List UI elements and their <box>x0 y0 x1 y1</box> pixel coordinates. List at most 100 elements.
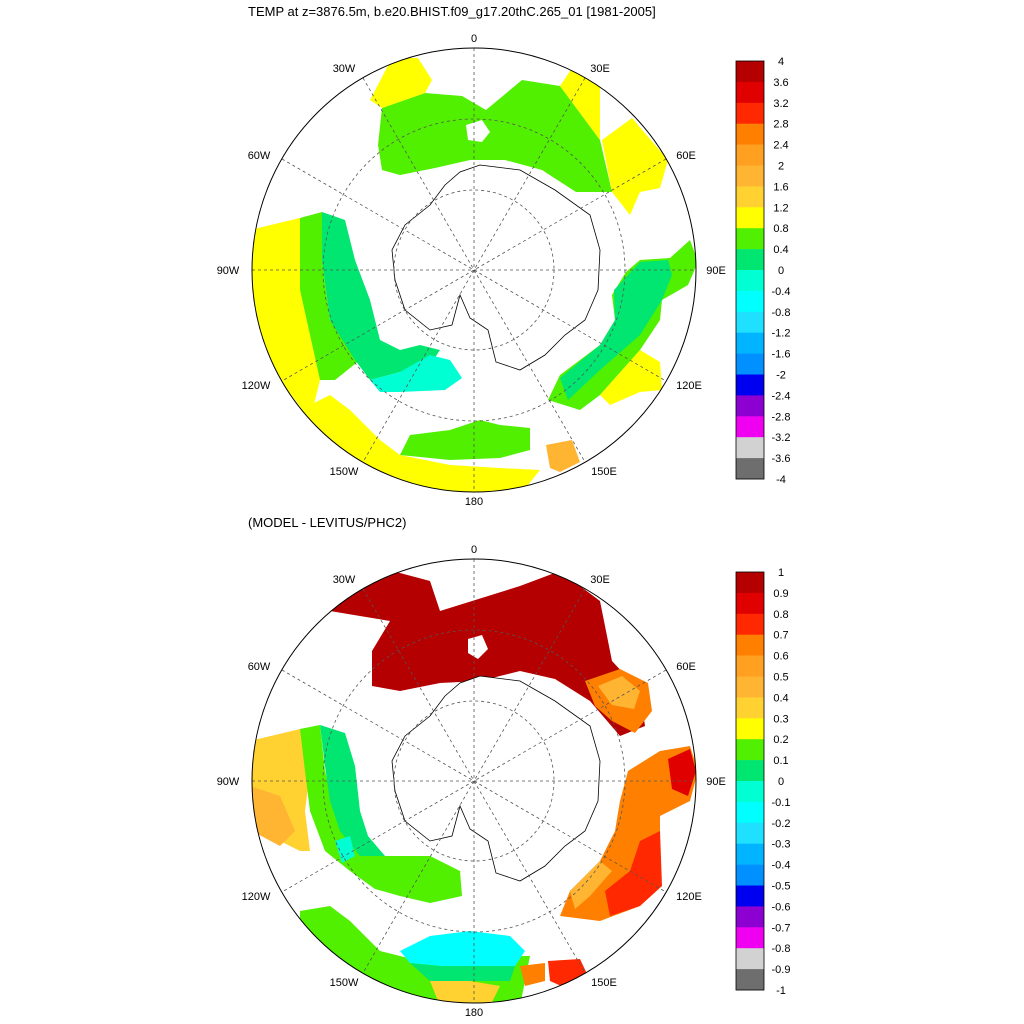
field-region-ross-gold <box>430 981 500 1003</box>
colorbar-swatch <box>736 332 764 354</box>
colorbar-swatch <box>736 843 764 865</box>
graticule <box>252 48 696 492</box>
colorbar-tick-label: -1.6 <box>772 349 791 361</box>
lon-label-120w: 120W <box>242 891 271 903</box>
lon-label-90w: 90W <box>217 776 240 788</box>
colorbar-swatch <box>736 249 764 271</box>
colorbar-tick-label: 0.5 <box>773 672 788 684</box>
field-region-indian-east <box>602 118 668 215</box>
colorbar-frame <box>735 60 765 480</box>
colorbar-swatch <box>736 228 764 250</box>
colorbar-swatch <box>736 906 764 928</box>
colorbar-tick-label: 2.4 <box>773 140 788 152</box>
field-region-west-cyan <box>370 355 462 392</box>
colorbar-swatch <box>736 144 764 166</box>
field-region-indian-lightorange <box>570 861 612 909</box>
colorbar-swatch <box>736 353 764 375</box>
lon-label-150e: 150E <box>591 977 617 989</box>
field-region-indian-north <box>560 68 600 140</box>
field-region-90e-red <box>668 749 696 796</box>
map-title: TEMP at z=3876.5m, b.e20.BHIST.f09_g17.2… <box>248 4 656 19</box>
colorbar-tick-label: -1.2 <box>772 328 791 340</box>
colorbar-tick-label: -0.4 <box>772 860 791 872</box>
colorbar-tick-label: -3.2 <box>772 432 791 444</box>
colorbar-tick-label: 0.7 <box>773 630 788 642</box>
colorbar-tick-label: -0.8 <box>772 943 791 955</box>
colorbar-frame <box>735 571 765 991</box>
graticule <box>252 559 696 1003</box>
colorbar-tick-label: -2.4 <box>772 390 791 402</box>
longitude-labels: 0 30E 60E 90E 120E 150E 180 150W 120W 90… <box>217 544 726 1019</box>
colorbar-swatch <box>736 676 764 698</box>
colorbar-tick-label: -0.1 <box>772 797 791 809</box>
field-region-weddell <box>378 80 612 192</box>
colorbar-tick-label: 1.2 <box>773 202 788 214</box>
field-region-indian-red <box>605 831 662 916</box>
colorbar-swatch <box>736 781 764 803</box>
colorbar-tick-label: -0.8 <box>772 307 791 319</box>
lon-label-60e: 60E <box>676 661 696 673</box>
colorbar-tick-label: -0.3 <box>772 839 791 851</box>
ocean-field <box>252 58 696 492</box>
colorbar-tick-label: -0.5 <box>772 881 791 893</box>
colorbar-tick-label: -0.6 <box>772 901 791 913</box>
field-region-pacific-red <box>548 959 588 989</box>
colorbar-swatch <box>736 374 764 396</box>
colorbar-swatch <box>736 186 764 208</box>
lon-label-30e: 30E <box>590 63 610 75</box>
antarctica-coastline <box>391 164 601 371</box>
colorbar-swatch <box>736 697 764 719</box>
field-region-west-seagreen <box>322 212 440 380</box>
colorbar-tick-label: 1.6 <box>773 181 788 193</box>
colorbar-swatch <box>736 290 764 313</box>
field-region-60e-lightorange <box>598 676 640 709</box>
colorbar-tick-label: 0.3 <box>773 713 788 725</box>
lon-label-30w: 30W <box>333 574 356 586</box>
colorbar-tick-label: 0 <box>778 265 784 277</box>
colorbar-swatch <box>736 885 764 907</box>
lon-label-150w: 150W <box>330 466 359 478</box>
colorbar-tick-label: -0.2 <box>772 818 791 830</box>
lon-label-120e: 120E <box>676 380 702 392</box>
colorbar-tick-label: -4 <box>776 474 786 486</box>
colorbar-tick-label: 4 <box>778 56 784 68</box>
colorbar-tick-label: -0.4 <box>772 286 791 298</box>
lon-label-120e: 120E <box>676 891 702 903</box>
colorbar-tick-label: 2 <box>778 161 784 173</box>
field-region-indian-seagreen <box>560 260 672 400</box>
colorbar-tick-label: -1 <box>776 985 786 997</box>
longitude-labels: 0 30E 60E 90E 120E 150E 180 150W 120W 90… <box>217 33 726 508</box>
colorbar-swatch <box>736 61 764 83</box>
colorbar-swatch <box>736 969 764 991</box>
colorbar-tick-label: 1 <box>778 567 784 579</box>
colorbar-tick-label: 0 <box>778 776 784 788</box>
field-region-pacific-orange <box>520 963 545 986</box>
difference-map-title: (MODEL - LEVITUS/PHC2) <box>248 515 407 530</box>
colorbar-tick-label: 0.9 <box>773 588 788 600</box>
field-region-pacific-orange <box>546 440 580 472</box>
colorbar-swatch <box>736 123 764 145</box>
colorbar-tick-label: 0.6 <box>773 651 788 663</box>
lon-label-150w: 150W <box>330 977 359 989</box>
lon-label-90w: 90W <box>217 265 240 277</box>
temperature-polar-map: 0 30E 60E 90E 120E 150E 180 150W 120W 90… <box>217 33 791 508</box>
map-boundary <box>251 47 697 493</box>
colorbar-tick-label: -3.6 <box>772 453 791 465</box>
colorbar-tick-label: 0.8 <box>773 223 788 235</box>
colorbar-tick-label: 2.8 <box>773 119 788 131</box>
field-region-west-seagreen <box>320 725 385 856</box>
field-region-west-cyan <box>335 836 355 863</box>
colorbar-swatch <box>736 592 764 615</box>
field-region-west-green <box>300 212 360 380</box>
colorbar-swatch <box>736 801 764 824</box>
lon-label-0: 0 <box>471 544 477 556</box>
colorbar: 1 0.9 0.8 0.7 0.6 0.5 0.4 0.3 0.2 0.1 0 -0.1 -0.2 -0.… <box>735 567 791 997</box>
colorbar-swatch <box>736 739 764 761</box>
colorbar-swatch <box>736 864 764 886</box>
field-region-west-green <box>300 725 462 903</box>
colorbar-tick-label: 3.2 <box>773 98 788 110</box>
colorbar-swatch <box>736 458 764 480</box>
colorbar-swatch <box>736 395 764 417</box>
field-region-atlantic-north <box>370 58 432 108</box>
lon-label-60w: 60W <box>248 661 271 673</box>
